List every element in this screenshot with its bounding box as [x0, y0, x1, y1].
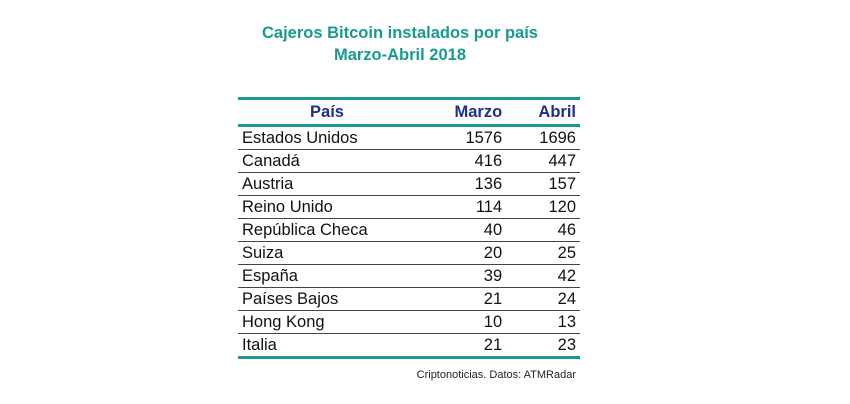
- table-row: Canadá 416 447: [238, 149, 580, 173]
- cell-country: Austria: [238, 172, 416, 196]
- cell-abril: 157: [506, 172, 580, 196]
- data-table: País Marzo Abril Estados Unidos 1576 1696 C…: [238, 97, 580, 359]
- cell-marzo: 20: [416, 241, 507, 265]
- table-row: Italia 21 23: [238, 333, 580, 359]
- cell-marzo: 10: [416, 310, 507, 334]
- cell-marzo: 1576: [416, 125, 507, 150]
- cell-abril: 25: [506, 241, 580, 265]
- cell-abril: 120: [506, 195, 580, 219]
- table-row: Hong Kong 10 13: [238, 310, 580, 334]
- cell-country: Canadá: [238, 149, 416, 173]
- cell-abril: 13: [506, 310, 580, 334]
- cell-abril: 447: [506, 149, 580, 173]
- cell-country: Suiza: [238, 241, 416, 265]
- column-header-marzo: Marzo: [416, 97, 507, 127]
- chart-title: Cajeros Bitcoin instalados por país: [262, 24, 538, 42]
- cell-abril: 24: [506, 287, 580, 311]
- table-body: Estados Unidos 1576 1696 Canadá 416 447 Austri…: [238, 125, 580, 359]
- table-row: República Checa 40 46: [238, 218, 580, 242]
- cell-country: Países Bajos: [238, 287, 416, 311]
- cell-marzo: 114: [416, 195, 507, 219]
- table-row: Suiza 20 25: [238, 241, 580, 265]
- chart-subtitle: Marzo-Abril 2018: [333, 46, 467, 64]
- cell-abril: 46: [506, 218, 580, 242]
- chart-title-block: Cajeros Bitcoin instalados por país Marz…: [0, 22, 800, 66]
- cell-marzo: 21: [416, 287, 507, 311]
- cell-country: España: [238, 264, 416, 288]
- column-header-abril: Abril: [506, 97, 580, 127]
- cell-abril: 1696: [506, 125, 580, 150]
- table-header-row: País Marzo Abril: [238, 97, 580, 127]
- cell-marzo: 416: [416, 149, 507, 173]
- column-header-pais: País: [238, 97, 416, 127]
- table-row: Países Bajos 21 24: [238, 287, 580, 311]
- cell-country: Hong Kong: [238, 310, 416, 334]
- cell-marzo: 39: [416, 264, 507, 288]
- cell-marzo: 40: [416, 218, 507, 242]
- source-note: Criptonoticias. Datos: ATMRadar: [416, 369, 576, 381]
- cell-marzo: 21: [416, 333, 507, 359]
- cell-country: Estados Unidos: [238, 125, 416, 150]
- cell-marzo: 136: [416, 172, 507, 196]
- data-table-wrap: País Marzo Abril Estados Unidos 1576 1696 C…: [238, 97, 580, 359]
- table-row: Reino Unido 114 120: [238, 195, 580, 219]
- cell-abril: 23: [506, 333, 580, 359]
- table-row: Austria 136 157: [238, 172, 580, 196]
- cell-abril: 42: [506, 264, 580, 288]
- table-row: Estados Unidos 1576 1696: [238, 125, 580, 150]
- cell-country: Reino Unido: [238, 195, 416, 219]
- cell-country: República Checa: [238, 218, 416, 242]
- table-row: España 39 42: [238, 264, 580, 288]
- cell-country: Italia: [238, 333, 416, 359]
